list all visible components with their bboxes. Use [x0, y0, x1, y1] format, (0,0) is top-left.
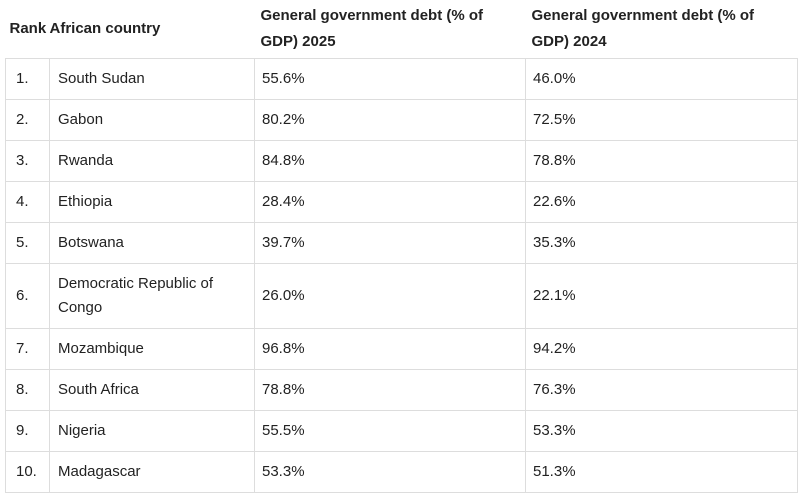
table-row: 4. Ethiopia 28.4% 22.6% [5, 181, 798, 223]
debt-2024-cell: 76.3% [525, 369, 798, 411]
debt-2024-cell: 35.3% [525, 222, 798, 264]
header-debt-2025: General government debt (% of GDP) 2025 [254, 0, 526, 59]
debt-2025-cell: 39.7% [254, 222, 526, 264]
table-row: 3. Rwanda 84.8% 78.8% [5, 140, 798, 182]
rank-cell: 10. [5, 451, 50, 493]
country-cell: Mozambique [49, 328, 255, 370]
table-row: 2. Gabon 80.2% 72.5% [5, 99, 798, 141]
debt-2025-cell: 84.8% [254, 140, 526, 182]
rank-cell: 1. [5, 58, 50, 100]
rank-cell: 9. [5, 410, 50, 452]
debt-2025-cell: 80.2% [254, 99, 526, 141]
debt-table: Rank African country General government … [5, 0, 798, 493]
debt-2024-cell: 46.0% [525, 58, 798, 100]
debt-2024-cell: 78.8% [525, 140, 798, 182]
rank-cell: 7. [5, 328, 50, 370]
country-cell: Botswana [49, 222, 255, 264]
table-row: 5. Botswana 39.7% 35.3% [5, 222, 798, 264]
table-header: Rank African country General government … [5, 0, 798, 59]
rank-cell: 3. [5, 140, 50, 182]
country-cell: South Africa [49, 369, 255, 411]
table-row: 9. Nigeria 55.5% 53.3% [5, 410, 798, 452]
debt-2025-cell: 78.8% [254, 369, 526, 411]
debt-2024-cell: 72.5% [525, 99, 798, 141]
debt-2024-cell: 22.1% [525, 263, 798, 329]
rank-cell: 5. [5, 222, 50, 264]
header-debt-2024: General government debt (% of GDP) 2024 [525, 0, 798, 59]
debt-2024-cell: 53.3% [525, 410, 798, 452]
table-row: 10. Madagascar 53.3% 51.3% [5, 451, 798, 493]
header-row: Rank African country General government … [5, 0, 798, 59]
debt-2025-cell: 26.0% [254, 263, 526, 329]
debt-2025-cell: 53.3% [254, 451, 526, 493]
table-body: 1. South Sudan 55.6% 46.0% 2. Gabon 80.2… [5, 58, 798, 493]
debt-2024-cell: 94.2% [525, 328, 798, 370]
debt-2025-cell: 28.4% [254, 181, 526, 223]
rank-cell: 8. [5, 369, 50, 411]
debt-2024-cell: 22.6% [525, 181, 798, 223]
country-cell: Ethiopia [49, 181, 255, 223]
country-cell: Democratic Republic of Congo [49, 263, 255, 329]
rank-cell: 6. [5, 263, 50, 329]
debt-2024-cell: 51.3% [525, 451, 798, 493]
table-row: 6. Democratic Republic of Congo 26.0% 22… [5, 263, 798, 329]
rank-cell: 2. [5, 99, 50, 141]
debt-2025-cell: 96.8% [254, 328, 526, 370]
table-row: 7. Mozambique 96.8% 94.2% [5, 328, 798, 370]
country-cell: Gabon [49, 99, 255, 141]
country-cell: Rwanda [49, 140, 255, 182]
debt-table-container: Rank African country General government … [5, 0, 798, 493]
header-country: African country [49, 0, 255, 59]
rank-cell: 4. [5, 181, 50, 223]
country-cell: Nigeria [49, 410, 255, 452]
header-rank: Rank [5, 0, 50, 59]
country-cell: Madagascar [49, 451, 255, 493]
debt-2025-cell: 55.5% [254, 410, 526, 452]
table-row: 8. South Africa 78.8% 76.3% [5, 369, 798, 411]
table-row: 1. South Sudan 55.6% 46.0% [5, 58, 798, 100]
country-cell: South Sudan [49, 58, 255, 100]
debt-2025-cell: 55.6% [254, 58, 526, 100]
